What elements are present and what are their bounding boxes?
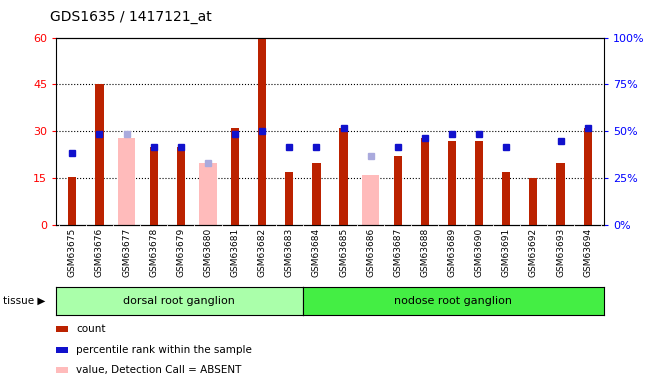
- Bar: [312, 162, 321, 225]
- Text: percentile rank within the sample: percentile rank within the sample: [76, 345, 251, 355]
- Text: GSM63676: GSM63676: [95, 228, 104, 278]
- Bar: [502, 172, 510, 225]
- Text: GSM63682: GSM63682: [257, 228, 267, 277]
- Text: GSM63678: GSM63678: [149, 228, 158, 278]
- Text: GDS1635 / 1417121_at: GDS1635 / 1417121_at: [50, 10, 211, 24]
- Bar: [258, 38, 266, 225]
- Text: count: count: [76, 324, 106, 334]
- Bar: [421, 138, 429, 225]
- Text: GSM63689: GSM63689: [447, 228, 457, 278]
- Text: GSM63675: GSM63675: [68, 228, 77, 278]
- Text: GSM63693: GSM63693: [556, 228, 565, 278]
- Text: GSM63688: GSM63688: [420, 228, 430, 278]
- Bar: [448, 141, 456, 225]
- Bar: [285, 172, 294, 225]
- Text: GSM63684: GSM63684: [312, 228, 321, 277]
- Bar: [583, 128, 592, 225]
- Bar: [150, 147, 158, 225]
- Text: GSM63685: GSM63685: [339, 228, 348, 278]
- Text: GSM63680: GSM63680: [203, 228, 213, 278]
- Text: GSM63679: GSM63679: [176, 228, 185, 278]
- Bar: [177, 147, 185, 225]
- Text: value, Detection Call = ABSENT: value, Detection Call = ABSENT: [76, 365, 242, 375]
- Bar: [117, 138, 135, 225]
- Text: GSM63687: GSM63687: [393, 228, 403, 278]
- Bar: [339, 128, 348, 225]
- Bar: [394, 156, 402, 225]
- Text: tissue ▶: tissue ▶: [3, 296, 46, 306]
- Text: GSM63681: GSM63681: [230, 228, 240, 278]
- Text: GSM63694: GSM63694: [583, 228, 592, 277]
- Text: GSM63686: GSM63686: [366, 228, 375, 278]
- Text: GSM63683: GSM63683: [285, 228, 294, 278]
- Bar: [556, 162, 564, 225]
- Text: GSM63691: GSM63691: [502, 228, 511, 278]
- Text: GSM63690: GSM63690: [475, 228, 484, 278]
- Bar: [362, 175, 379, 225]
- Bar: [96, 84, 104, 225]
- Text: GSM63677: GSM63677: [122, 228, 131, 278]
- Text: nodose root ganglion: nodose root ganglion: [394, 296, 512, 306]
- Bar: [475, 141, 483, 225]
- Text: GSM63692: GSM63692: [529, 228, 538, 277]
- Bar: [199, 162, 216, 225]
- Bar: [68, 177, 77, 225]
- Bar: [529, 178, 537, 225]
- Text: dorsal root ganglion: dorsal root ganglion: [123, 296, 236, 306]
- Bar: [231, 128, 239, 225]
